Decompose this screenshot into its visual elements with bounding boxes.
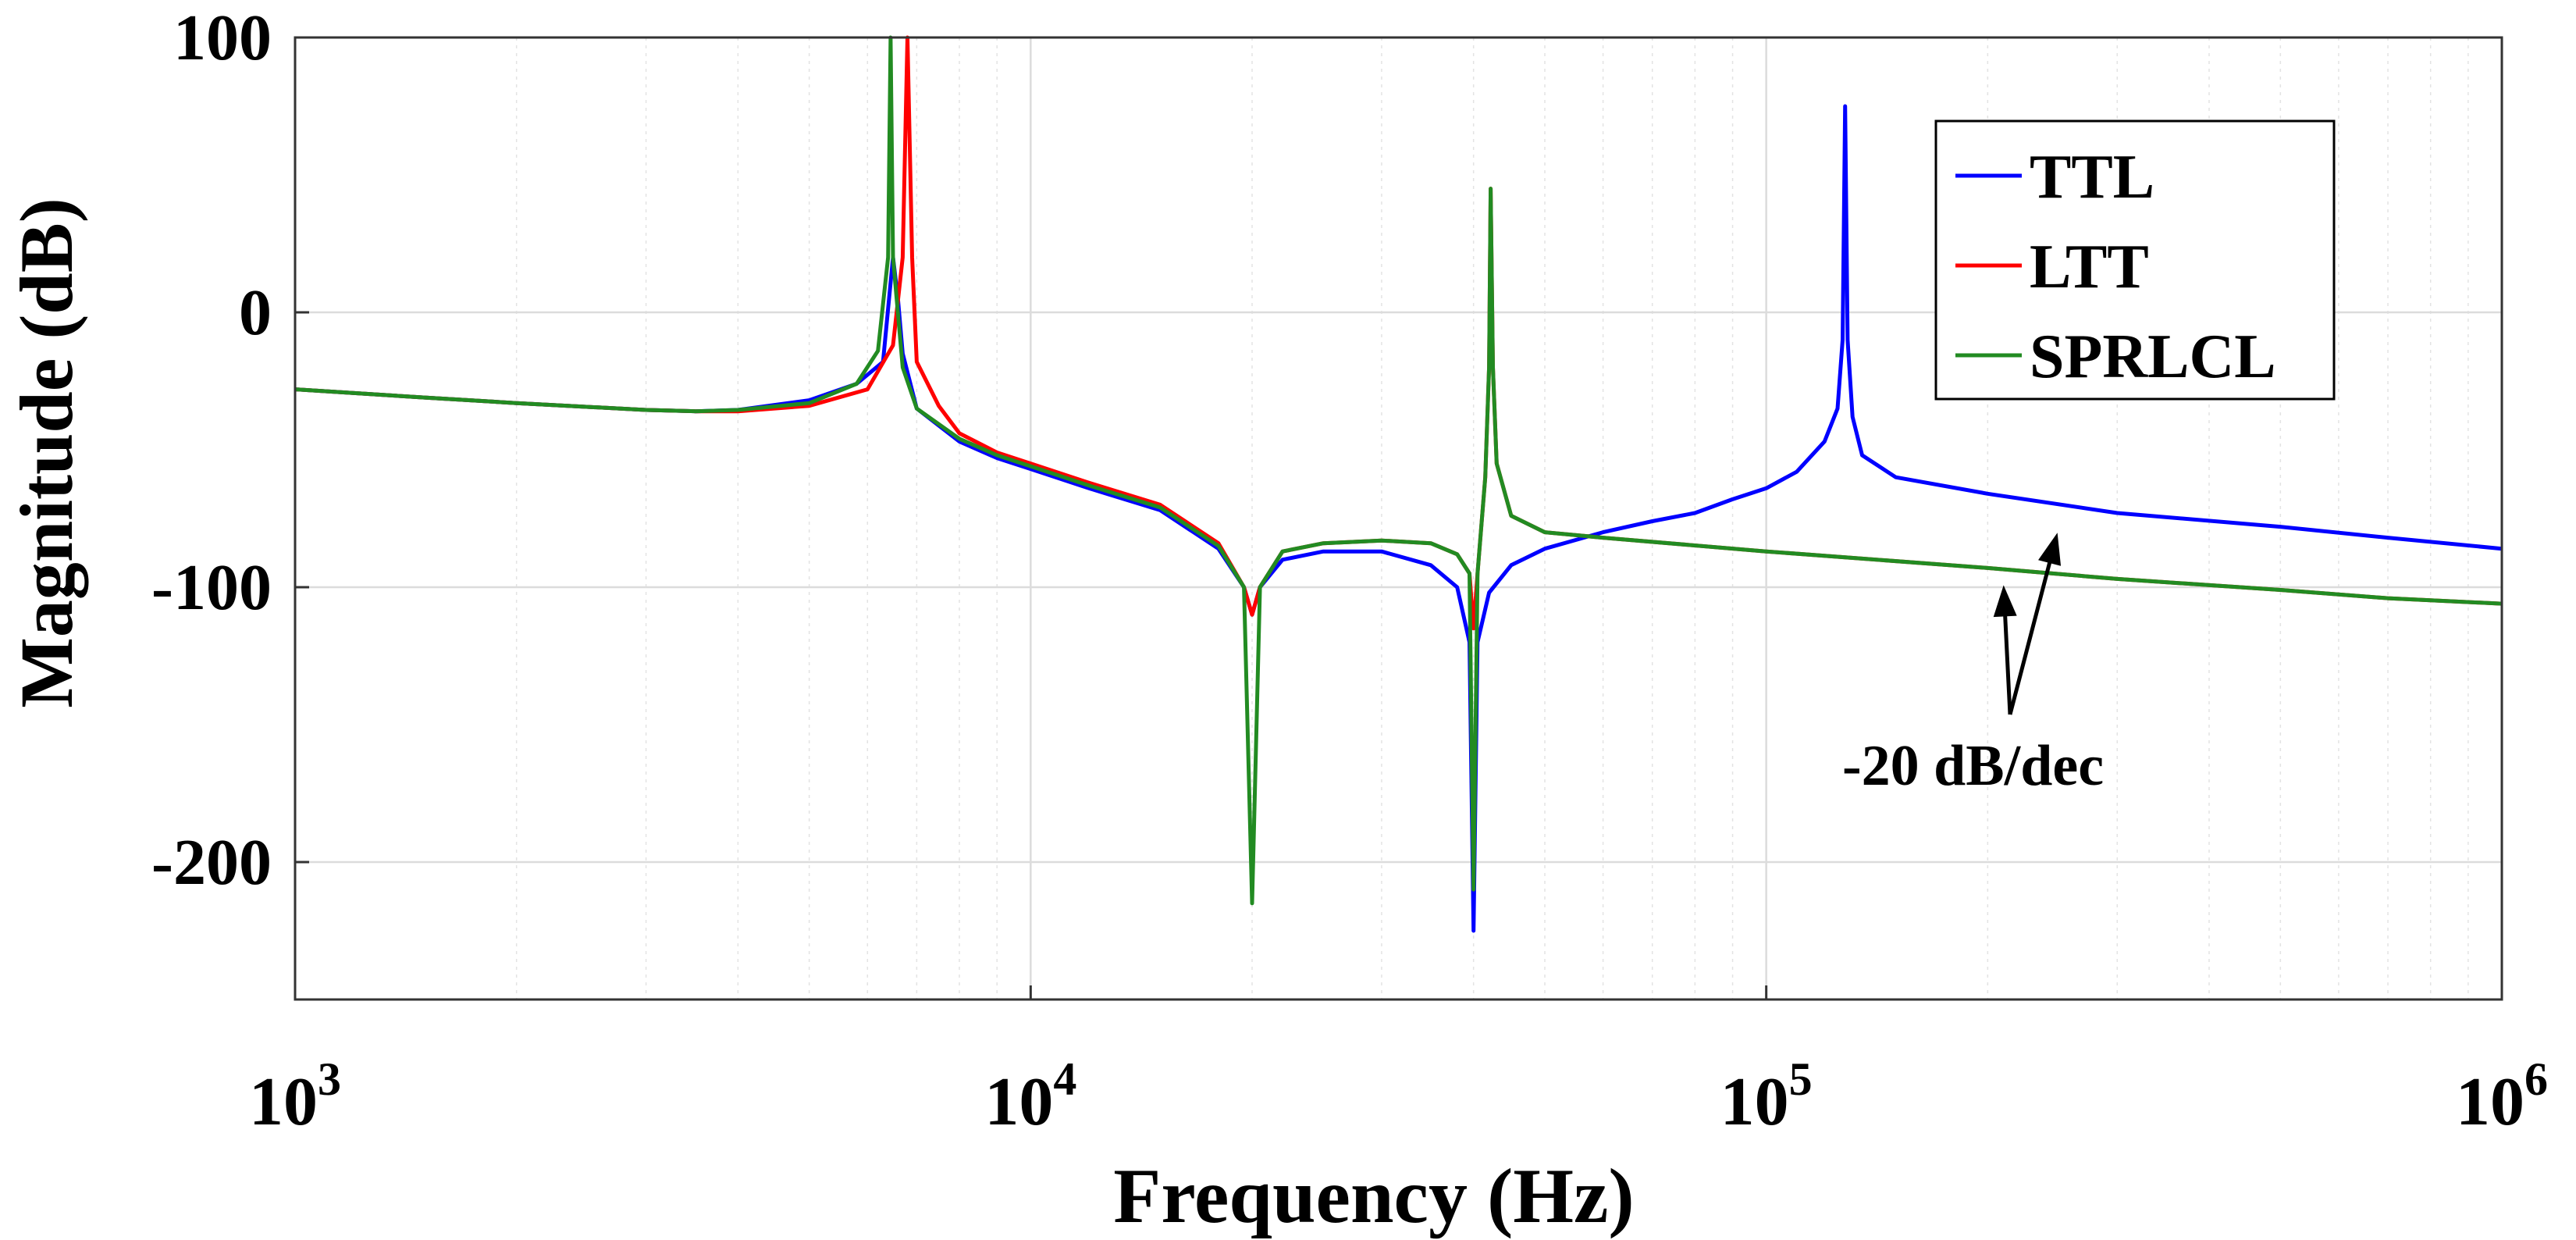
series-line-sprlcl: [294, 35, 2503, 906]
y-tick-label: 0: [239, 276, 272, 349]
y-axis-label: Magnitude (dB): [5, 198, 88, 707]
plot-frame: [294, 36, 2503, 1001]
series-lines: [294, 35, 2503, 933]
y-tick-label: 100: [173, 2, 272, 74]
legend-label-sprlcl: SPRLCL: [2030, 322, 2276, 391]
slope-annotation: -20 dB/dec: [1842, 533, 2104, 798]
x-axis-label: Frequency (Hz): [1113, 1153, 1634, 1239]
series-line-ttl: [294, 104, 2503, 933]
annotation-arrow-head: [2038, 533, 2062, 566]
x-tick-label: 106: [2456, 1053, 2548, 1140]
y-tick-label: -100: [151, 551, 272, 624]
legend-label-ltt: LTT: [2030, 233, 2149, 301]
annotation-arrow-shaft: [2008, 547, 2056, 715]
legend: TTL LTT SPRLCL: [1934, 119, 2336, 401]
annotation-arrow-shaft: [2002, 600, 2012, 715]
annotation-arrow-head: [1993, 585, 2017, 618]
y-tick-label: -200: [151, 826, 272, 899]
slope-annotation-text: -20 dB/dec: [1842, 734, 2104, 798]
legend-box: [1934, 119, 2336, 401]
legend-label-ttl: TTL: [2030, 143, 2154, 212]
